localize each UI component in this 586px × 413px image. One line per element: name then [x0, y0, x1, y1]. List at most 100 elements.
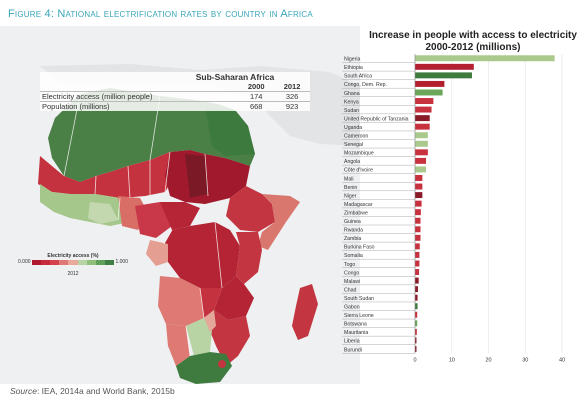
bar — [415, 320, 418, 327]
legend-title: Electricity access (%) — [47, 253, 99, 259]
bar — [415, 277, 419, 284]
category-label: Madagascar — [344, 202, 373, 208]
bar — [415, 123, 430, 130]
bar — [415, 286, 418, 293]
legend-swatch — [77, 260, 87, 265]
bar — [415, 175, 423, 181]
category-label: Côte d'Ivoire — [344, 168, 373, 174]
bar — [415, 192, 423, 199]
category-label: Mauritania — [344, 330, 368, 336]
x-tick-label: 10 — [449, 357, 455, 363]
bar — [415, 106, 432, 113]
bar — [415, 311, 418, 318]
bar — [415, 234, 421, 241]
bar — [415, 226, 421, 233]
bar — [415, 269, 420, 275]
chart-title: Increase in people with access to electr… — [369, 30, 577, 53]
stats-year-header: 2000 — [247, 82, 265, 91]
legend-color-scale — [32, 260, 114, 265]
category-label: Senegal — [344, 142, 363, 148]
bar — [415, 132, 428, 139]
category-label: Ethiopia — [344, 65, 363, 71]
bar — [415, 98, 434, 104]
source-note: Source: IEA, 2014a and World Bank, 2015b — [10, 386, 175, 396]
bar — [415, 294, 418, 301]
stats-row-label: Electricity access (million people) — [40, 91, 239, 102]
bar — [415, 209, 421, 216]
legend-swatch — [41, 260, 51, 265]
category-label: Burkina Faso — [344, 245, 375, 251]
bar — [415, 115, 430, 122]
category-label: Congo, Dem. Rep. — [344, 82, 387, 88]
category-label: Gabon — [344, 305, 360, 311]
bar — [415, 217, 421, 224]
bar — [415, 89, 443, 96]
legend-year: 2012 — [67, 271, 79, 277]
bar — [415, 63, 474, 70]
bar — [415, 346, 417, 352]
africa-map: Sub-Saharan Africa 2000 2012 Electricity… — [0, 26, 360, 384]
map-legend: Electricity access (%) 0.000 1.000 2012 — [18, 253, 128, 277]
category-label: Sierra Leone — [344, 313, 374, 319]
legend-swatch — [50, 260, 60, 265]
category-label: Benin — [344, 185, 357, 191]
bar — [415, 200, 422, 207]
category-label: Guinea — [344, 219, 361, 225]
stats-cell: 668 — [249, 102, 263, 111]
bar — [415, 243, 420, 250]
legend-swatch — [86, 260, 96, 265]
legend-swatch — [32, 260, 42, 265]
legend-swatch — [68, 260, 78, 265]
legend-swatch — [104, 260, 114, 265]
x-tick-label: 40 — [559, 357, 565, 363]
bar — [415, 166, 427, 173]
category-label: Niger — [344, 193, 357, 199]
stats-region-title: Sub-Saharan Africa — [195, 72, 275, 82]
bar — [415, 72, 472, 79]
bar — [415, 337, 417, 344]
stats-cell: 174 — [238, 91, 275, 102]
legend-min: 0.000 — [18, 259, 31, 265]
bar — [415, 80, 445, 87]
category-label: United Republic of Tanzania — [344, 116, 409, 122]
bar — [415, 260, 420, 267]
bar — [415, 55, 555, 62]
category-label: Malawi — [344, 279, 360, 285]
category-label: Somalia — [344, 253, 363, 259]
category-label: South Africa — [344, 74, 372, 80]
bar — [415, 303, 418, 310]
category-label: Uganda — [344, 125, 362, 131]
category-label: Congo — [344, 270, 359, 276]
stats-row-label: Population (millions) — [42, 102, 110, 111]
figure-title: Figure 4: National electrification rates… — [8, 8, 313, 20]
stats-cell: 326 — [274, 91, 310, 102]
bar — [415, 328, 417, 335]
category-label: Mali — [344, 176, 354, 182]
category-label: South Sudan — [344, 296, 374, 302]
bar — [415, 157, 427, 164]
x-tick-label: 20 — [485, 357, 491, 363]
category-label: Angola — [344, 159, 360, 165]
category-label: Mozambique — [344, 151, 374, 157]
stats-table: Sub-Saharan Africa 2000 2012 Electricity… — [40, 72, 310, 111]
category-label: Sudan — [344, 108, 359, 114]
bar — [415, 183, 423, 190]
category-label: Rwanda — [344, 228, 363, 234]
category-label: Kenya — [344, 99, 359, 105]
bar-chart: Nigeria Ethiopia South Africa Congo, Dem. R… — [342, 54, 565, 363]
category-label: Nigeria — [344, 57, 361, 63]
category-label: Zimbabwe — [344, 210, 368, 216]
category-label: Zambia — [344, 236, 361, 242]
source-text: : IEA, 2014a and World Bank, 2015b — [36, 386, 175, 396]
bar — [415, 140, 428, 147]
legend-max: 1.000 — [115, 259, 128, 265]
category-label: Burundi — [344, 347, 362, 353]
category-label: Botswana — [344, 322, 367, 328]
legend-swatch — [59, 260, 69, 265]
category-label: Togo — [344, 262, 355, 268]
bar — [415, 149, 428, 156]
category-label: Liberia — [344, 339, 360, 345]
x-tick-label: 0 — [413, 357, 416, 363]
category-label: Ghana — [344, 91, 360, 97]
bar — [415, 251, 420, 258]
